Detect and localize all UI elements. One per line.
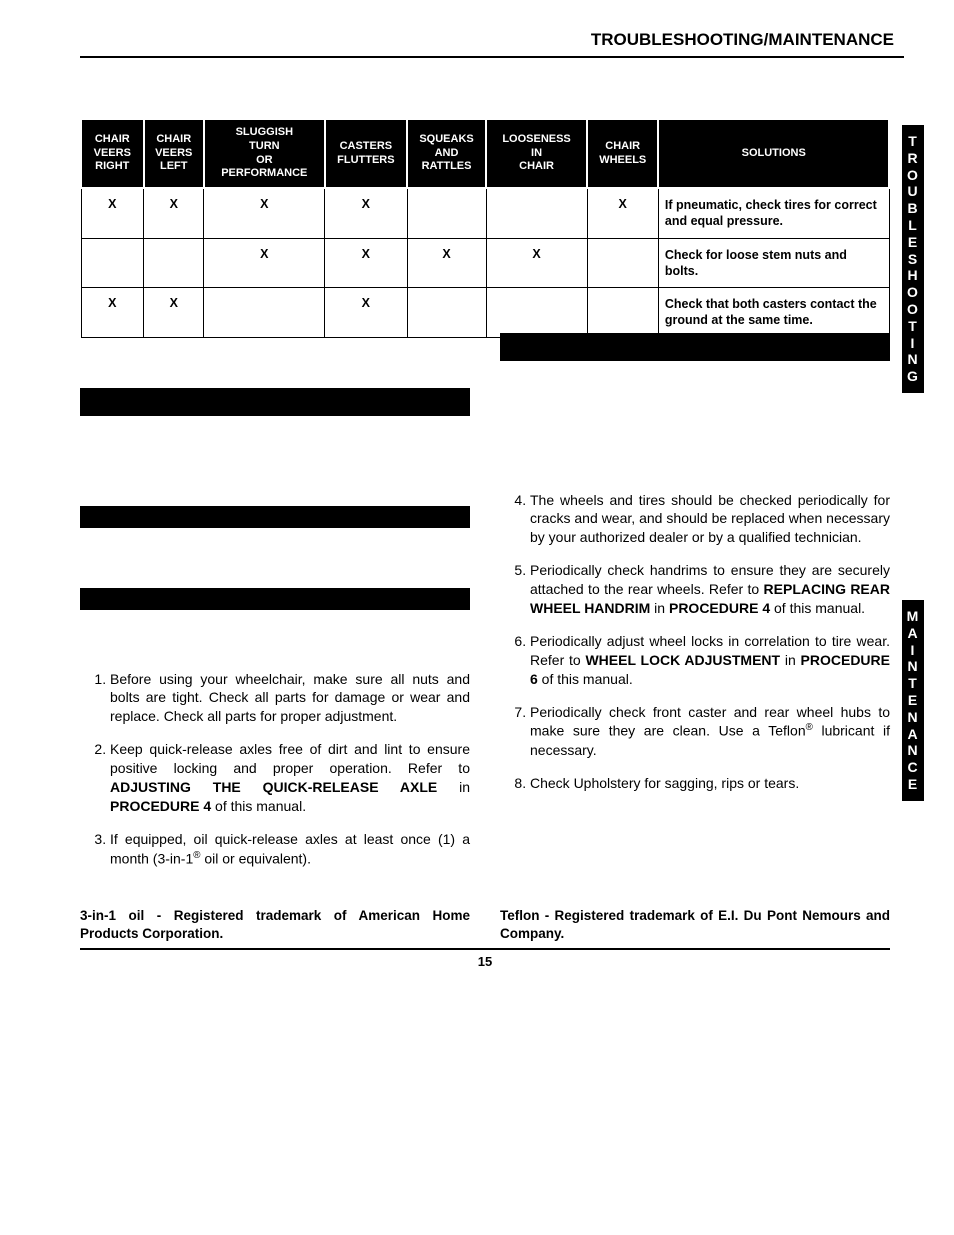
redacted-heading: [500, 333, 890, 361]
table-cell: X: [204, 238, 325, 288]
table-cell: X: [407, 238, 486, 288]
troubleshooting-table: CHAIRVEERSRIGHTCHAIRVEERSLEFTSLUGGISHTUR…: [80, 118, 890, 338]
solution-cell: Check for loose stem nuts and bolts.: [658, 238, 889, 288]
table-header: SOLUTIONS: [658, 119, 889, 188]
solution-cell: Check that both casters contact the grou…: [658, 288, 889, 338]
table-cell: [81, 238, 144, 288]
trademark-right: Teflon - Registered trademark of E.I. Du…: [500, 907, 890, 942]
left-column: Before using your wheelchair, make sure …: [80, 388, 470, 883]
list-item: Before using your wheelchair, make sure …: [110, 670, 470, 727]
list-item: The wheels and tires should be checked p…: [530, 491, 890, 548]
maintenance-list-left: Before using your wheelchair, make sure …: [80, 670, 470, 869]
table-row: XXXCheck that both casters contact the g…: [81, 288, 889, 338]
table-cell: X: [587, 188, 658, 238]
table-cell: [407, 288, 486, 338]
table-cell: [204, 288, 325, 338]
table-cell: X: [204, 188, 325, 238]
table-header: LOOSENESSINCHAIR: [486, 119, 587, 188]
table-cell: [407, 188, 486, 238]
page-header: TROUBLESHOOTING/MAINTENANCE: [80, 30, 904, 58]
trademark-row: 3-in-1 oil - Registered trademark of Ame…: [80, 907, 890, 942]
redacted-heading: [80, 388, 470, 416]
list-item: Check Upholstery for sagging, rips or te…: [530, 774, 890, 793]
table-cell: [486, 288, 587, 338]
maintenance-list-right: The wheels and tires should be checked p…: [500, 491, 890, 793]
table-header: CASTERSFLUTTERS: [325, 119, 407, 188]
side-tab-troubleshooting: TROUBLESHOOTING: [902, 125, 924, 393]
list-item: If equipped, oil quick-release axles at …: [110, 830, 470, 868]
list-item: Keep quick-release axles free of dirt an…: [110, 740, 470, 816]
list-item: Periodically check handrims to ensure th…: [530, 561, 890, 618]
table-header: CHAIRWHEELS: [587, 119, 658, 188]
trademark-left: 3-in-1 oil - Registered trademark of Ame…: [80, 907, 470, 942]
table-row: XXXXXIf pneumatic, check tires for corre…: [81, 188, 889, 238]
table-cell: X: [81, 288, 144, 338]
page-number: 15: [80, 948, 890, 969]
table-cell: X: [81, 188, 144, 238]
table-header: SLUGGISHTURNORPERFORMANCE: [204, 119, 325, 188]
table-header: CHAIRVEERSLEFT: [144, 119, 204, 188]
table-cell: [587, 288, 658, 338]
list-item: Periodically check front caster and rear…: [530, 703, 890, 760]
list-item: Periodically adjust wheel locks in corre…: [530, 632, 890, 689]
table-header: CHAIRVEERSRIGHT: [81, 119, 144, 188]
table-row: XXXXCheck for loose stem nuts and bolts.: [81, 238, 889, 288]
side-tab-maintenance: MAINTENANCE: [902, 600, 924, 801]
table-cell: X: [325, 288, 407, 338]
redacted-bar: [80, 506, 470, 528]
table-cell: X: [486, 238, 587, 288]
table-cell: X: [325, 188, 407, 238]
table-cell: [587, 238, 658, 288]
solution-cell: If pneumatic, check tires for correct an…: [658, 188, 889, 238]
table-header: SQUEAKSANDRATTLES: [407, 119, 486, 188]
table-cell: X: [144, 188, 204, 238]
redacted-bar: [80, 588, 470, 610]
table-cell: X: [325, 238, 407, 288]
table-cell: X: [144, 288, 204, 338]
table-cell: [144, 238, 204, 288]
right-column: The wheels and tires should be checked p…: [500, 388, 890, 807]
table-cell: [486, 188, 587, 238]
